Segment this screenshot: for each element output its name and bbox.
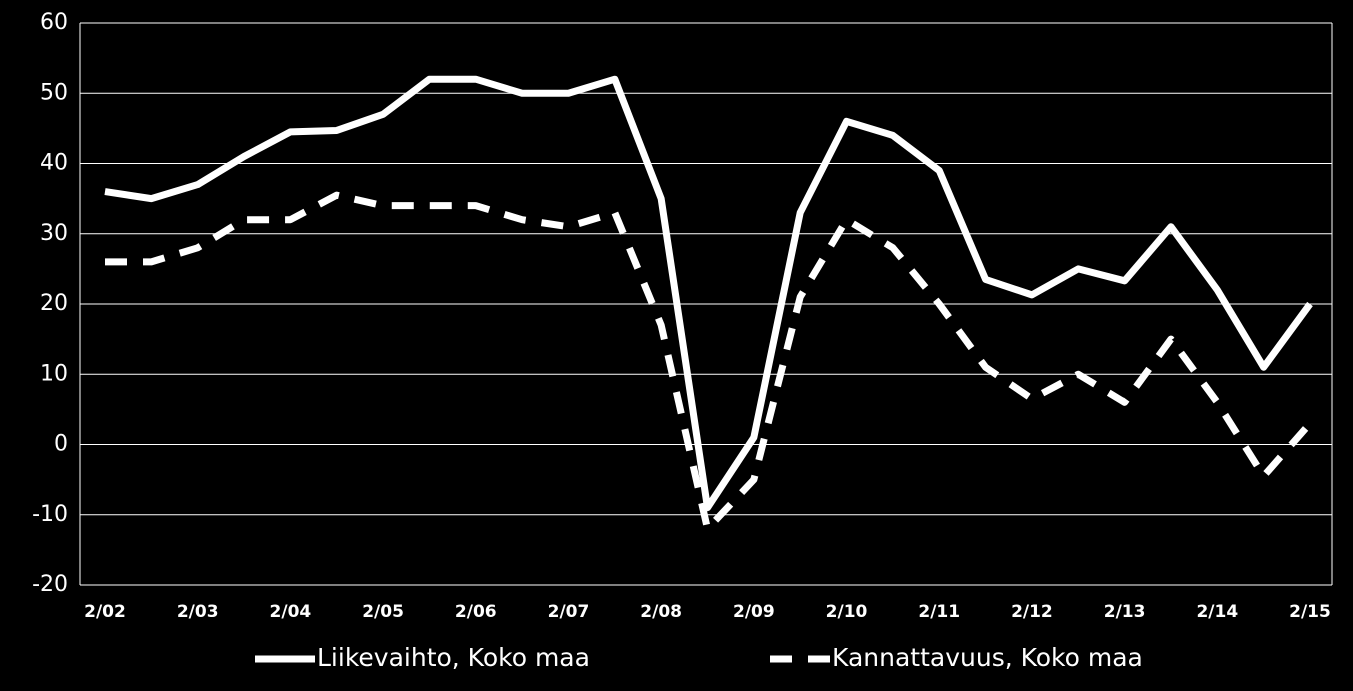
x-tick-label: 2/15 bbox=[1289, 602, 1331, 622]
y-tick-label: 30 bbox=[40, 221, 68, 246]
y-tick-label: 0 bbox=[54, 432, 68, 457]
x-tick-label: 2/13 bbox=[1104, 602, 1146, 622]
line-series bbox=[105, 191, 1313, 533]
line-series bbox=[104, 75, 1313, 512]
x-tick-label: 2/14 bbox=[1196, 602, 1238, 622]
y-tick-label: 40 bbox=[40, 151, 68, 176]
x-tick-label: 2/08 bbox=[640, 602, 682, 622]
y-tick-label: -10 bbox=[32, 502, 68, 527]
x-tick-label: 2/09 bbox=[733, 602, 775, 622]
legend-label: Kannattavuus, Koko maa bbox=[832, 643, 1143, 672]
y-tick-label: 60 bbox=[40, 10, 68, 35]
x-tick-label: 2/10 bbox=[826, 602, 868, 622]
x-tick-label: 2/05 bbox=[362, 602, 404, 622]
y-tick-label: 10 bbox=[40, 361, 68, 386]
x-tick-label: 2/03 bbox=[177, 602, 219, 622]
x-tick-label: 2/04 bbox=[270, 602, 312, 622]
x-tick-label: 2/02 bbox=[84, 602, 126, 622]
x-tick-label: 2/12 bbox=[1011, 602, 1053, 622]
y-tick-label: 50 bbox=[40, 80, 68, 105]
x-tick-label: 2/06 bbox=[455, 602, 497, 622]
x-tick-label: 2/07 bbox=[548, 602, 590, 622]
x-tick-label: 2/11 bbox=[918, 602, 960, 622]
y-tick-label: 20 bbox=[40, 291, 68, 316]
legend-label: Liikevaihto, Koko maa bbox=[317, 643, 590, 672]
y-tick-label: -20 bbox=[32, 572, 68, 597]
